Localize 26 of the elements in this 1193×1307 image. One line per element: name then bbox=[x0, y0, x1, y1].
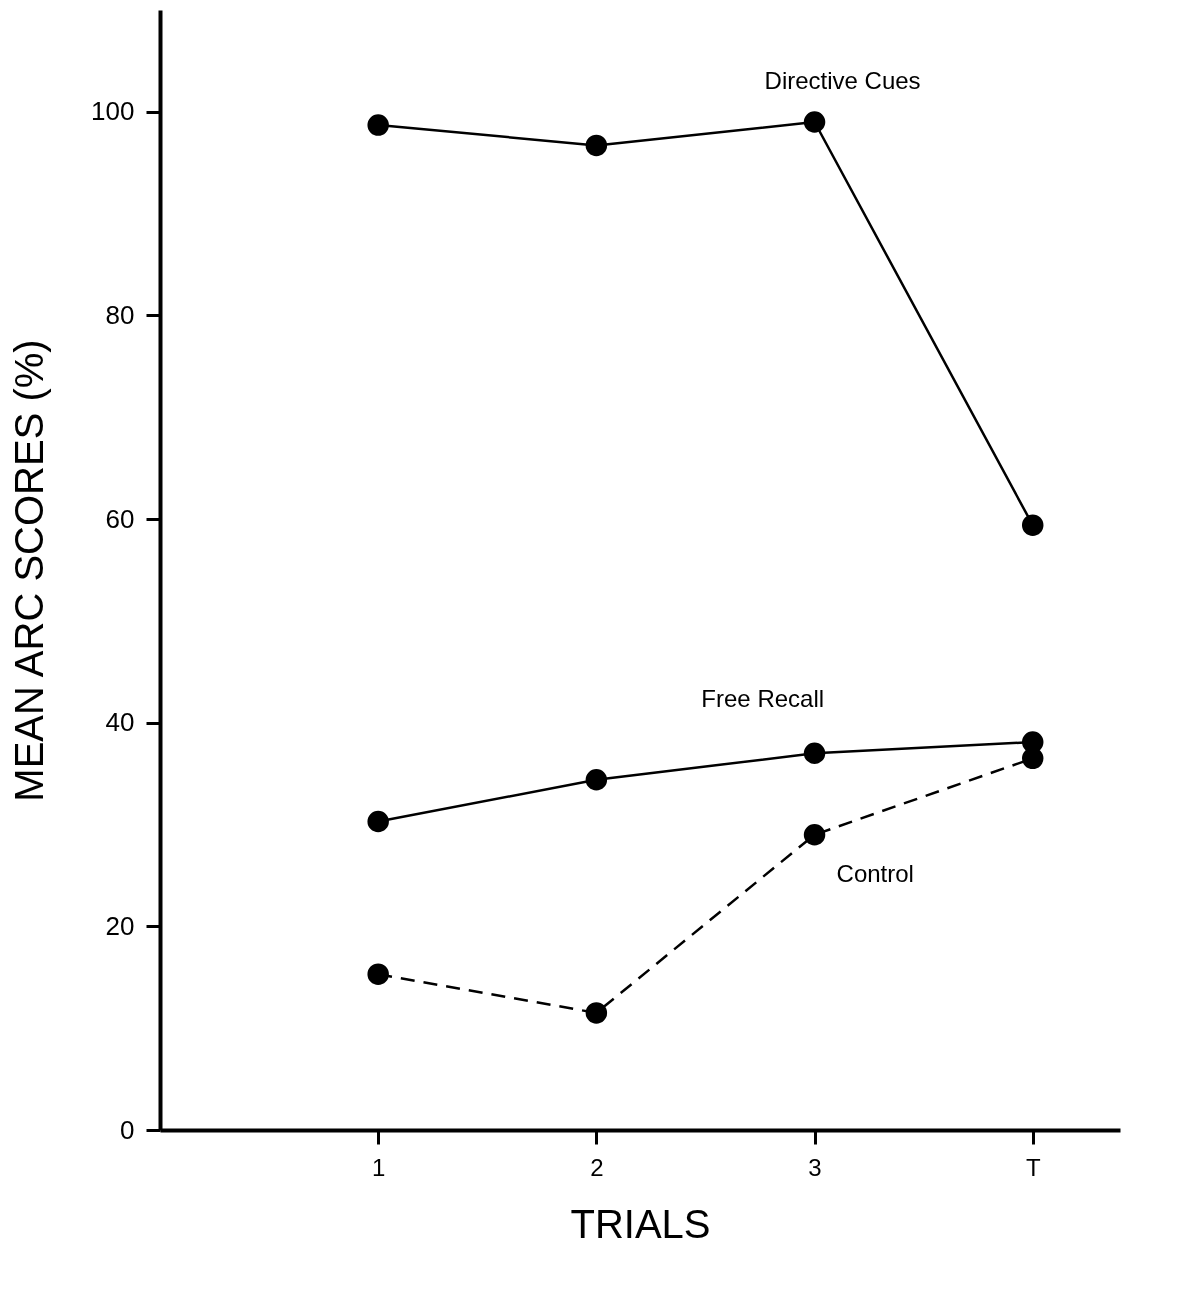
point bbox=[367, 963, 389, 985]
y-tick-label: 0 bbox=[120, 1114, 135, 1145]
x-tick-label: T bbox=[1025, 1153, 1041, 1181]
point bbox=[803, 742, 826, 764]
point bbox=[367, 114, 389, 136]
y-tick-label: 40 bbox=[105, 707, 135, 738]
series-label: Control bbox=[836, 859, 914, 887]
point bbox=[1021, 514, 1044, 536]
point bbox=[367, 810, 389, 833]
x-tick-label: 3 bbox=[808, 1153, 822, 1181]
y-tick-label: 100 bbox=[91, 96, 135, 127]
series-label: Directive Cues bbox=[764, 67, 921, 94]
y-tick-label: 80 bbox=[105, 299, 135, 330]
y-axis-title: MEAN ARC SCORES (%) bbox=[7, 339, 52, 802]
y-tick-label: 20 bbox=[105, 910, 135, 941]
point bbox=[803, 824, 826, 846]
point bbox=[585, 134, 608, 157]
x-tick-label: 2 bbox=[590, 1153, 604, 1181]
x-axis-title: TRIALS bbox=[570, 1201, 711, 1246]
series-label: Free Recall bbox=[701, 684, 825, 712]
y-tick-label: 60 bbox=[105, 503, 135, 534]
point bbox=[585, 1002, 608, 1024]
point bbox=[585, 769, 608, 791]
point bbox=[803, 111, 826, 133]
x-tick-label: 1 bbox=[372, 1153, 386, 1181]
point bbox=[1021, 747, 1044, 770]
